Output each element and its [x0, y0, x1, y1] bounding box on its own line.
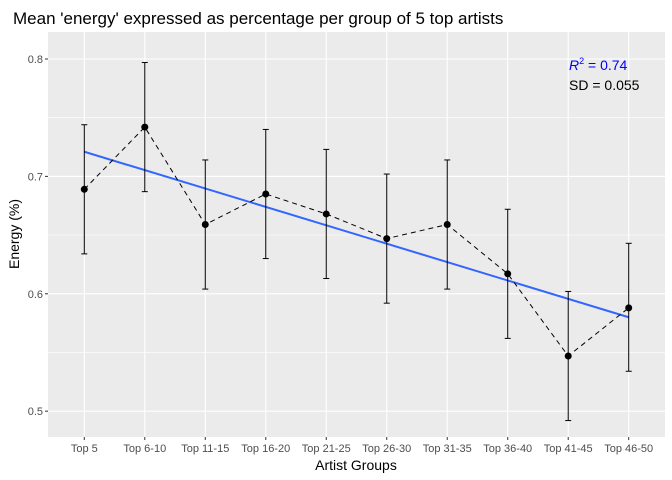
data-point [80, 185, 88, 193]
data-point [383, 235, 391, 243]
x-tick-label: Top 41-45 [544, 443, 593, 455]
y-tick-label: 0.7 [28, 171, 43, 183]
x-tick-label: Top 26-30 [362, 443, 411, 455]
y-axis-title: Energy (%) [6, 199, 22, 269]
axis-ticks [45, 58, 630, 440]
x-tick-label: Top 11-15 [181, 443, 229, 455]
x-tick-label: Top 5 [71, 443, 98, 455]
data-point [262, 190, 270, 198]
y-tick-labels: 0.5 0.6 0.7 0.8 [28, 54, 43, 418]
data-point [504, 270, 512, 278]
y-tick-label: 0.8 [28, 54, 43, 66]
r-squared-annotation: R2 = 0.74 [569, 56, 628, 73]
data-point [625, 304, 633, 312]
data-point [201, 221, 209, 229]
sd-annotation: SD = 0.055 [569, 77, 640, 93]
x-axis-title: Artist Groups [315, 457, 397, 473]
chart-title: Mean 'energy' expressed as percentage pe… [13, 9, 503, 28]
x-tick-labels: Top 5 Top 6-10 Top 11-15 Top 16-20 Top 21-25… [71, 443, 653, 455]
r-squared-symbol: R [569, 57, 579, 73]
data-point [443, 221, 451, 229]
series-line [83, 126, 630, 357]
x-tick-label: Top 6-10 [123, 443, 166, 455]
data-point [141, 123, 149, 131]
r-squared-value: = 0.74 [584, 57, 627, 73]
y-tick-label: 0.5 [28, 406, 43, 418]
x-tick-label: Top 36-40 [483, 443, 532, 455]
data-point [564, 352, 572, 360]
x-tick-label: Top 46-50 [604, 443, 653, 455]
x-tick-label: Top 16-20 [241, 443, 290, 455]
data-point [322, 210, 330, 218]
x-tick-label: Top 31-35 [423, 443, 472, 455]
trend-line [84, 150, 629, 319]
y-tick-label: 0.6 [28, 289, 43, 301]
r-squared-superscript: 2 [579, 56, 584, 66]
data-points [80, 123, 633, 360]
x-tick-label: Top 21-25 [302, 443, 351, 455]
